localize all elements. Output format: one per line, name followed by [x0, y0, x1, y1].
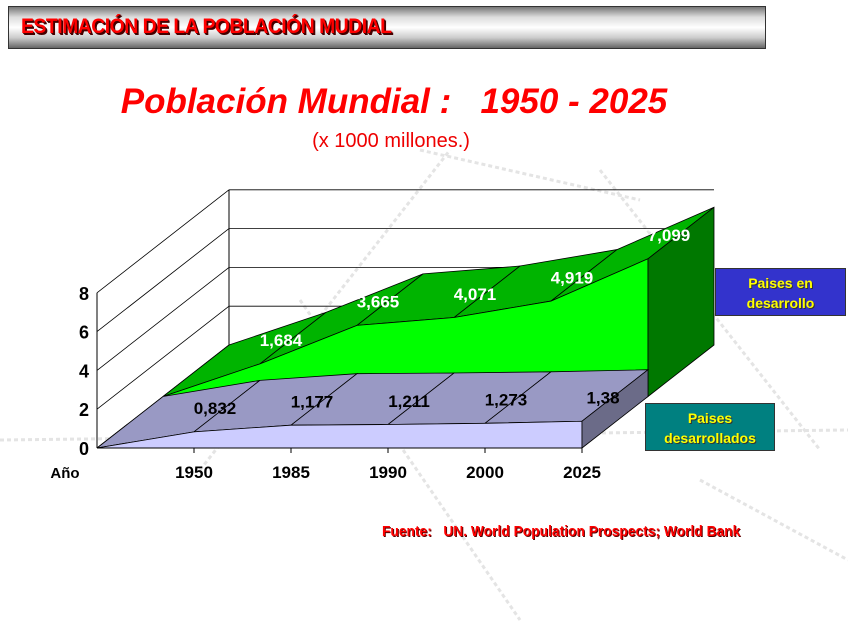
- x-tick-label: 1990: [369, 463, 407, 482]
- slide-header-bar: ESTIMACIÓN DE LA POBLACIÓN MUDIAL: [8, 6, 766, 49]
- y-tick-label: 0: [79, 439, 89, 459]
- data-label-developed: 1,177: [291, 392, 334, 411]
- data-label-developing: 3,665: [357, 293, 400, 312]
- side-gridline: [96, 305, 230, 410]
- y-tick-label: 8: [79, 284, 89, 304]
- side-gridline: [96, 189, 230, 294]
- legend-developed-line1: Paises: [687, 410, 733, 426]
- chart-subtitle: (x 1000 millones.): [312, 130, 470, 152]
- x-tick-label: 1950: [175, 463, 213, 482]
- background-map-sketch: [699, 478, 848, 562]
- legend-developing: Paises en desarrollo: [715, 268, 846, 316]
- data-label-developing: 7,099: [648, 226, 691, 245]
- slide-header-title: ESTIMACIÓN DE LA POBLACIÓN MUDIAL: [21, 15, 392, 38]
- source-note: Fuente: UN. World Population Prospects; …: [382, 523, 741, 540]
- y-tick-label: 2: [79, 400, 89, 420]
- data-label-developing: 1,684: [260, 331, 303, 350]
- area-side-developing: [647, 206, 715, 398]
- data-label-developed: 1,211: [388, 392, 430, 411]
- side-gridline: [96, 228, 230, 332]
- data-label-developed: 0,832: [194, 399, 237, 418]
- x-tick-label: 2025: [563, 463, 601, 482]
- legend-developed: Paises desarrollados: [645, 403, 775, 451]
- background-map-sketch: [419, 148, 641, 202]
- data-label-developing: 4,071: [454, 285, 497, 304]
- data-label-developing: 4,919: [551, 268, 594, 287]
- y-tick-label: 4: [79, 361, 89, 381]
- x-tick-label: 2000: [466, 463, 504, 482]
- area-side-developed: [581, 368, 649, 449]
- chart-title: Población Mundial : 1950 - 2025: [120, 82, 668, 121]
- side-gridline: [96, 267, 230, 371]
- data-label-developed: 1,273: [485, 391, 528, 410]
- legend-developing-line2: desarrollo: [746, 295, 815, 311]
- y-tick-label: 6: [79, 323, 89, 343]
- legend-developed-line2: desarrollados: [664, 430, 756, 446]
- x-axis-label: Año: [50, 465, 79, 482]
- legend-developing-line1: Paises en: [748, 275, 813, 291]
- background-map-sketch: [198, 149, 452, 471]
- data-label-developed: 1,38: [586, 388, 619, 407]
- x-tick-label: 1985: [272, 463, 310, 482]
